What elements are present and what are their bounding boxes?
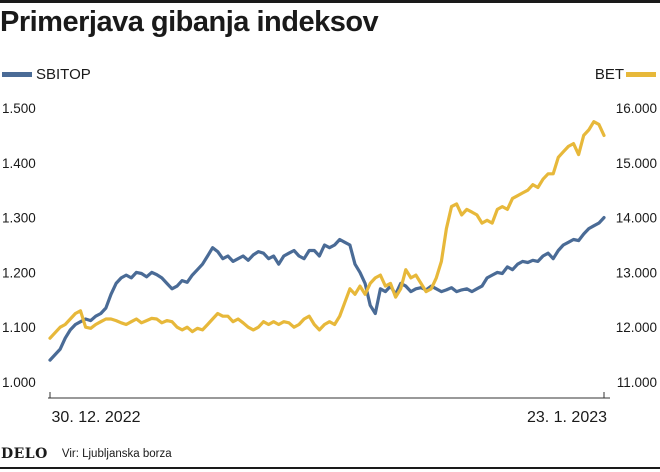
left-tick-label: 1.300 (2, 211, 36, 226)
left-tick-label: 1.500 (2, 101, 36, 116)
left-axis: 1.000 1.100 1.200 1.300 1.400 1.500 (2, 101, 36, 390)
right-tick-label: 16.000 (616, 101, 657, 116)
series-line-sbitop (48, 216, 606, 362)
right-tick-label: 15.000 (616, 156, 657, 171)
left-tick-label: 1.000 (2, 375, 36, 390)
right-tick-label: 11.000 (617, 375, 657, 390)
left-tick-label: 1.400 (2, 156, 36, 171)
series-lines (48, 120, 606, 362)
source-note: Vir: Ljubljanska borza (61, 448, 172, 460)
x-label-end: 23. 1. 2023 (527, 409, 607, 426)
top-rule (0, 0, 660, 3)
chart-title: Primerjava gibanja indeksov (0, 6, 379, 38)
legend-swatch-sbitop (2, 72, 32, 77)
bottom-rule (0, 467, 660, 469)
brand-logo: DELO (1, 446, 48, 462)
line-chart: 1.000 1.100 1.200 1.300 1.400 1.500 11.000 12.… (2, 101, 657, 426)
legend-label-bet: BET (594, 66, 624, 83)
series-line-bet (48, 120, 606, 340)
right-tick-label: 14.000 (616, 211, 657, 226)
legend-sbitop: SBITOP (2, 66, 91, 83)
right-tick-label: 12.000 (616, 320, 657, 335)
legend-bet: BET (595, 66, 656, 83)
legend-swatch-bet (626, 72, 656, 77)
left-tick-label: 1.200 (2, 265, 36, 280)
x-axis: 30. 12. 2022 23. 1. 2023 (48, 392, 610, 426)
x-label-start: 30. 12. 2022 (52, 409, 141, 426)
right-tick-label: 13.000 (616, 265, 657, 280)
left-tick-label: 1.100 (2, 320, 36, 335)
legend-label-sbitop: SBITOP (36, 66, 91, 83)
right-axis: 11.000 12.000 13.000 14.000 15.000 16.000 (616, 101, 657, 390)
footer: DELO Vir: Ljubljanska borza (0, 444, 660, 464)
